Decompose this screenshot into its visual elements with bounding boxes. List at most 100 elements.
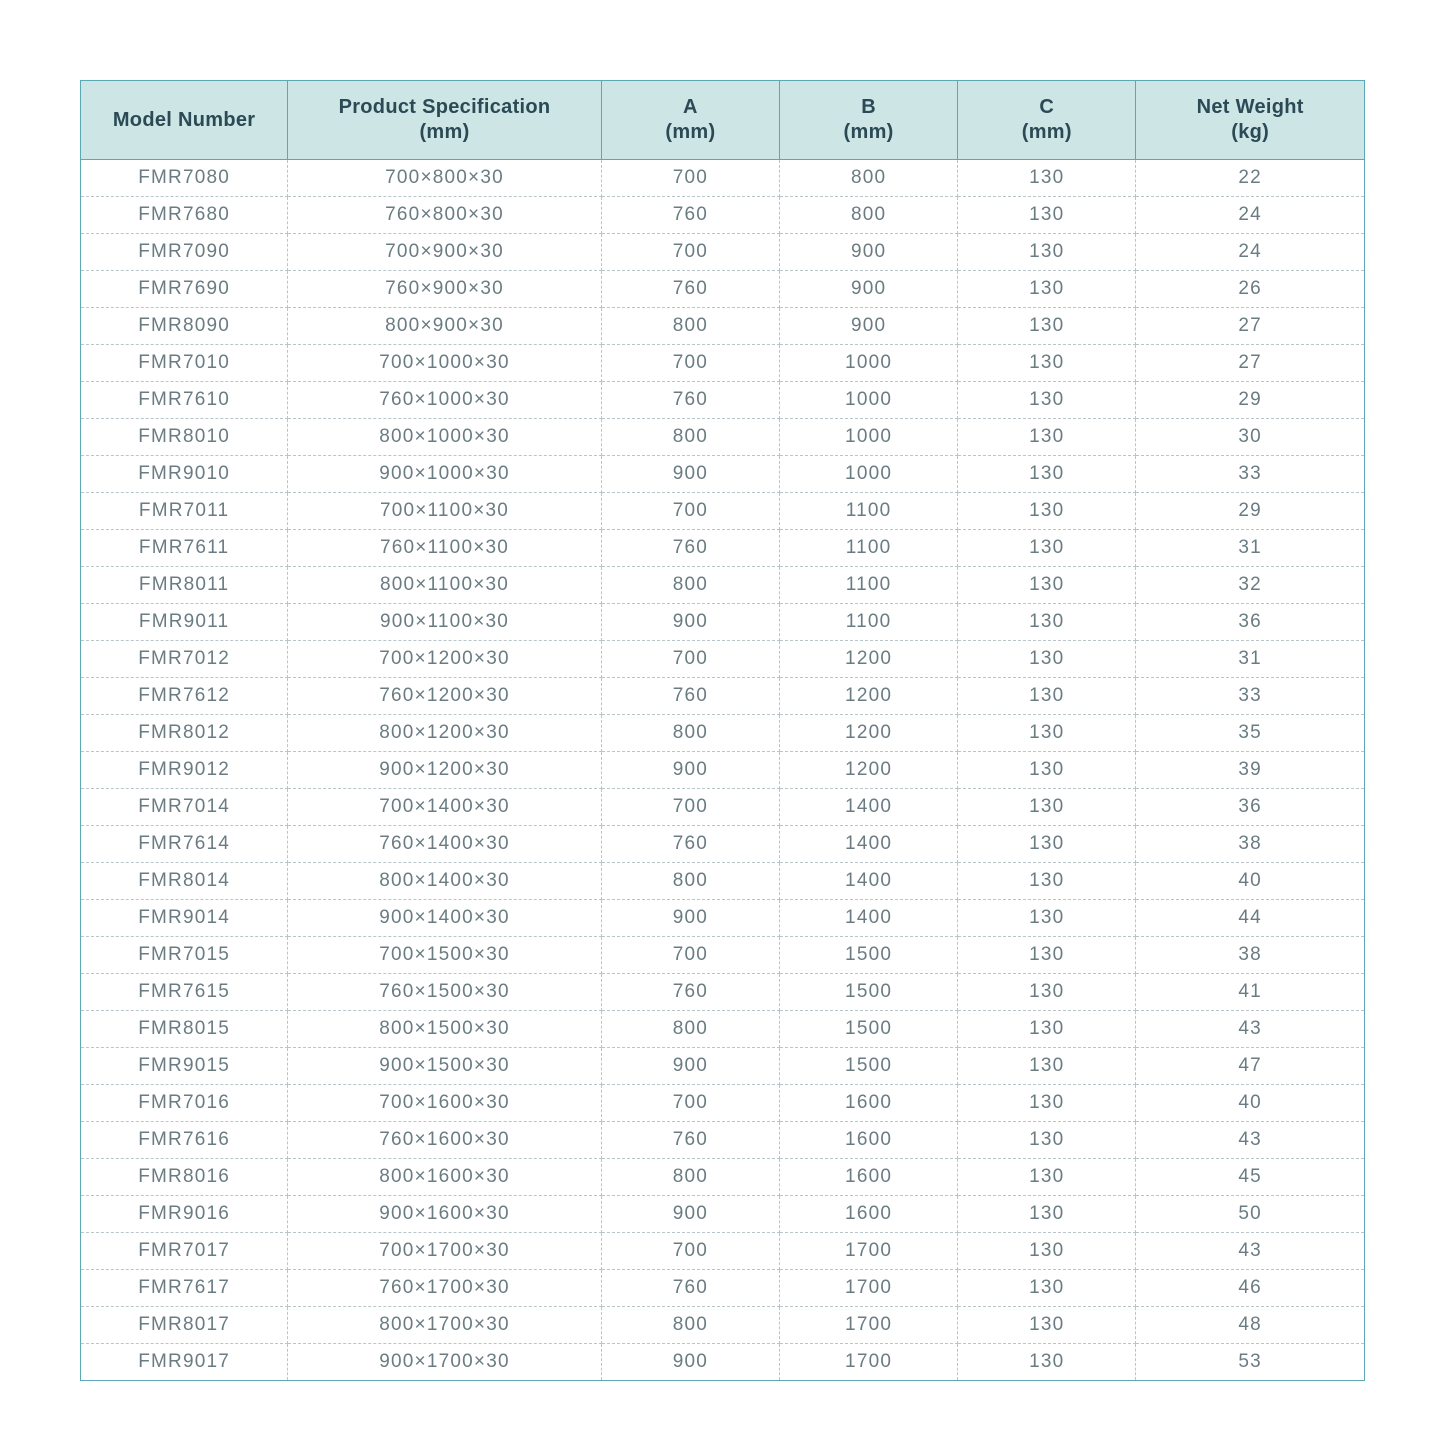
table-cell: 900 (601, 900, 779, 937)
table-cell: 27 (1136, 345, 1364, 382)
table-cell: 700 (601, 345, 779, 382)
table-cell: 29 (1136, 493, 1364, 530)
table-cell: FMR7617 (81, 1270, 288, 1307)
table-cell: 130 (958, 863, 1136, 900)
table-cell: 900 (780, 308, 958, 345)
table-cell: 900 (601, 752, 779, 789)
table-cell: FMR7014 (81, 789, 288, 826)
table-cell: 1100 (780, 493, 958, 530)
table-cell: 130 (958, 1344, 1136, 1381)
col-header-line2: (mm) (844, 121, 894, 143)
table-row: FMR7611760×1100×30760110013031 (81, 530, 1364, 567)
table-cell: 130 (958, 456, 1136, 493)
table-cell: 31 (1136, 641, 1364, 678)
table-cell: 130 (958, 419, 1136, 456)
table-cell: 700×900×30 (288, 234, 602, 271)
table-cell: 31 (1136, 530, 1364, 567)
table-cell: 1700 (780, 1344, 958, 1381)
table-cell: 700×1100×30 (288, 493, 602, 530)
col-header-1: Product Specification (mm) (288, 81, 602, 160)
table-cell: FMR8011 (81, 567, 288, 604)
table-cell: FMR7011 (81, 493, 288, 530)
table-cell: 760×1700×30 (288, 1270, 602, 1307)
table-cell: 900×1100×30 (288, 604, 602, 641)
table-cell: 40 (1136, 863, 1364, 900)
table-cell: 900 (601, 1048, 779, 1085)
table-cell: 130 (958, 1270, 1136, 1307)
table-cell: 760×1400×30 (288, 826, 602, 863)
table-cell: 1600 (780, 1122, 958, 1159)
table-cell: 38 (1136, 826, 1364, 863)
table-cell: 800 (601, 863, 779, 900)
table-cell: 130 (958, 234, 1136, 271)
table-cell: 700 (601, 493, 779, 530)
table-cell: 48 (1136, 1307, 1364, 1344)
table-cell: FMR7017 (81, 1233, 288, 1270)
table-cell: FMR9011 (81, 604, 288, 641)
table-cell: 1400 (780, 826, 958, 863)
table-cell: 800×1700×30 (288, 1307, 602, 1344)
table-cell: 760 (601, 530, 779, 567)
table-cell: 38 (1136, 937, 1364, 974)
table-cell: 700×1500×30 (288, 937, 602, 974)
table-row: FMR7012700×1200×30700120013031 (81, 641, 1364, 678)
table-cell: 130 (958, 1233, 1136, 1270)
table-cell: 700×1700×30 (288, 1233, 602, 1270)
table-row: FMR7614760×1400×30760140013038 (81, 826, 1364, 863)
table-cell: 130 (958, 937, 1136, 974)
table-cell: 760 (601, 678, 779, 715)
table-cell: 800×1500×30 (288, 1011, 602, 1048)
table-row: FMR9014900×1400×30900140013044 (81, 900, 1364, 937)
table-cell: 39 (1136, 752, 1364, 789)
table-cell: 130 (958, 1122, 1136, 1159)
table-cell: 900×1200×30 (288, 752, 602, 789)
table-cell: FMR7690 (81, 271, 288, 308)
table-row: FMR7615760×1500×30760150013041 (81, 974, 1364, 1011)
table-cell: 1600 (780, 1196, 958, 1233)
table-cell: 1400 (780, 900, 958, 937)
table-cell: FMR9012 (81, 752, 288, 789)
table-row: FMR7016700×1600×30700160013040 (81, 1085, 1364, 1122)
col-header-line2: (mm) (419, 121, 469, 143)
table-cell: 800 (601, 1159, 779, 1196)
table-row: FMR9010900×1000×30900100013033 (81, 456, 1364, 493)
table-cell: 44 (1136, 900, 1364, 937)
table-row: FMR9017900×1700×30900170013053 (81, 1344, 1364, 1381)
col-header-line1: Product Specification (339, 96, 551, 118)
table-cell: FMR8090 (81, 308, 288, 345)
table-cell: 760×800×30 (288, 197, 602, 234)
table-cell: 760×1000×30 (288, 382, 602, 419)
table-cell: 700 (601, 641, 779, 678)
table-cell: 700 (601, 1233, 779, 1270)
table-cell: 50 (1136, 1196, 1364, 1233)
col-header-line2: (kg) (1231, 121, 1269, 143)
table-cell: 1200 (780, 752, 958, 789)
table-cell: 130 (958, 1307, 1136, 1344)
table-cell: 800 (601, 1307, 779, 1344)
table-cell: 1000 (780, 345, 958, 382)
table-row: FMR7011700×1100×30700110013029 (81, 493, 1364, 530)
table-row: FMR9011900×1100×30900110013036 (81, 604, 1364, 641)
col-header-2: A(mm) (601, 81, 779, 160)
table-row: FMR7010700×1000×30700100013027 (81, 345, 1364, 382)
table-cell: 45 (1136, 1159, 1364, 1196)
table-cell: 900 (601, 1344, 779, 1381)
table-row: FMR8011800×1100×30800110013032 (81, 567, 1364, 604)
table-cell: 760×1100×30 (288, 530, 602, 567)
table-cell: 41 (1136, 974, 1364, 1011)
table-cell: 130 (958, 197, 1136, 234)
table-cell: FMR7090 (81, 234, 288, 271)
table-cell: FMR9017 (81, 1344, 288, 1381)
table-cell: 700×1600×30 (288, 1085, 602, 1122)
table-cell: 130 (958, 271, 1136, 308)
table-cell: 800 (601, 567, 779, 604)
table-cell: 900×1400×30 (288, 900, 602, 937)
table-cell: 900 (780, 271, 958, 308)
table-row: FMR7617760×1700×30760170013046 (81, 1270, 1364, 1307)
table-cell: 800 (780, 160, 958, 197)
table-cell: FMR7615 (81, 974, 288, 1011)
table-cell: 700×1200×30 (288, 641, 602, 678)
table-body: FMR7080700×800×3070080013022FMR7680760×8… (81, 160, 1364, 1381)
table-cell: 900×1700×30 (288, 1344, 602, 1381)
table-cell: 30 (1136, 419, 1364, 456)
